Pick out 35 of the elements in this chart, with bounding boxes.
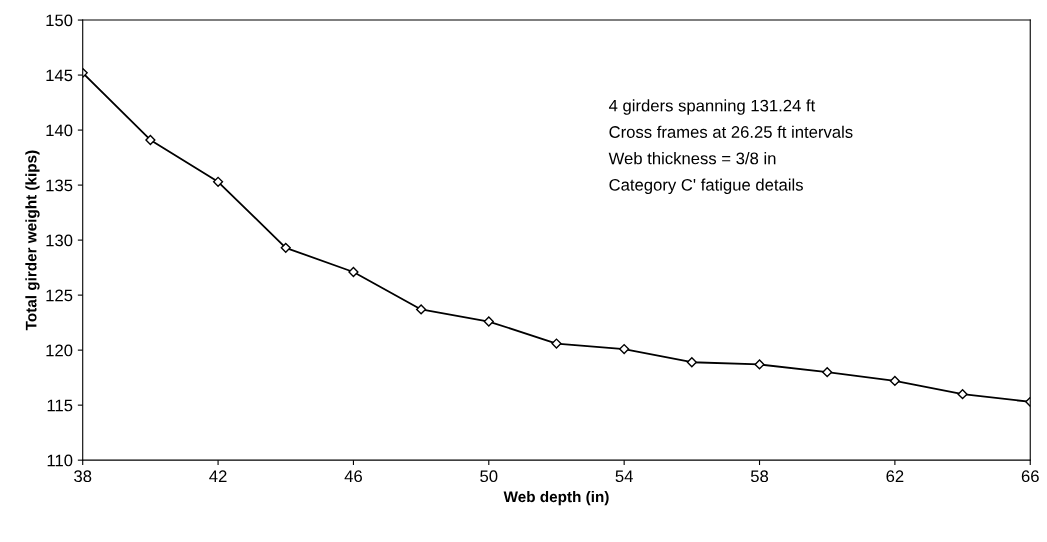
y-tick-label: 145 (46, 69, 73, 82)
point (212, 176, 224, 187)
point (416, 304, 427, 315)
point (822, 367, 833, 378)
annotation: Web thickness = 3/8 in (608, 152, 776, 165)
y-tick-label: 115 (47, 399, 73, 412)
point (889, 375, 901, 387)
point (957, 389, 968, 400)
x-tick-label: 54 (615, 470, 633, 483)
y-tick-label: 125 (46, 289, 73, 302)
point (754, 359, 765, 370)
point (686, 357, 697, 368)
y-tick-label: 120 (46, 344, 73, 357)
x-tick-label: 46 (344, 470, 362, 483)
y-tick-label: 110 (47, 454, 73, 467)
y-axis-title: Total girder weight (kips) (25, 150, 40, 331)
y-tick-label: 140 (46, 124, 73, 137)
annotation: Category C' fatigue details (609, 178, 803, 195)
point (551, 338, 562, 349)
point (280, 242, 291, 253)
point (483, 316, 494, 327)
x-tick-label: 58 (750, 470, 769, 483)
x-tick-label: 62 (886, 470, 904, 483)
annotation: Cross frames at 26.25 ft intervals (609, 125, 853, 138)
y-tick-label: 150 (46, 14, 73, 27)
x-axis-title: Web depth (in) (503, 490, 609, 506)
y-tick-label: 135 (46, 179, 73, 192)
point (619, 343, 630, 355)
point (145, 134, 156, 146)
annotation: 4 girders spanning 131.24 ft (608, 99, 816, 115)
y-tick-label: 130 (46, 234, 73, 247)
x-tick-label: 42 (209, 470, 227, 482)
x-tick-label: 50 (480, 470, 498, 483)
x-tick-label: 38 (74, 470, 92, 483)
x-tick-label: 66 (1021, 470, 1039, 483)
